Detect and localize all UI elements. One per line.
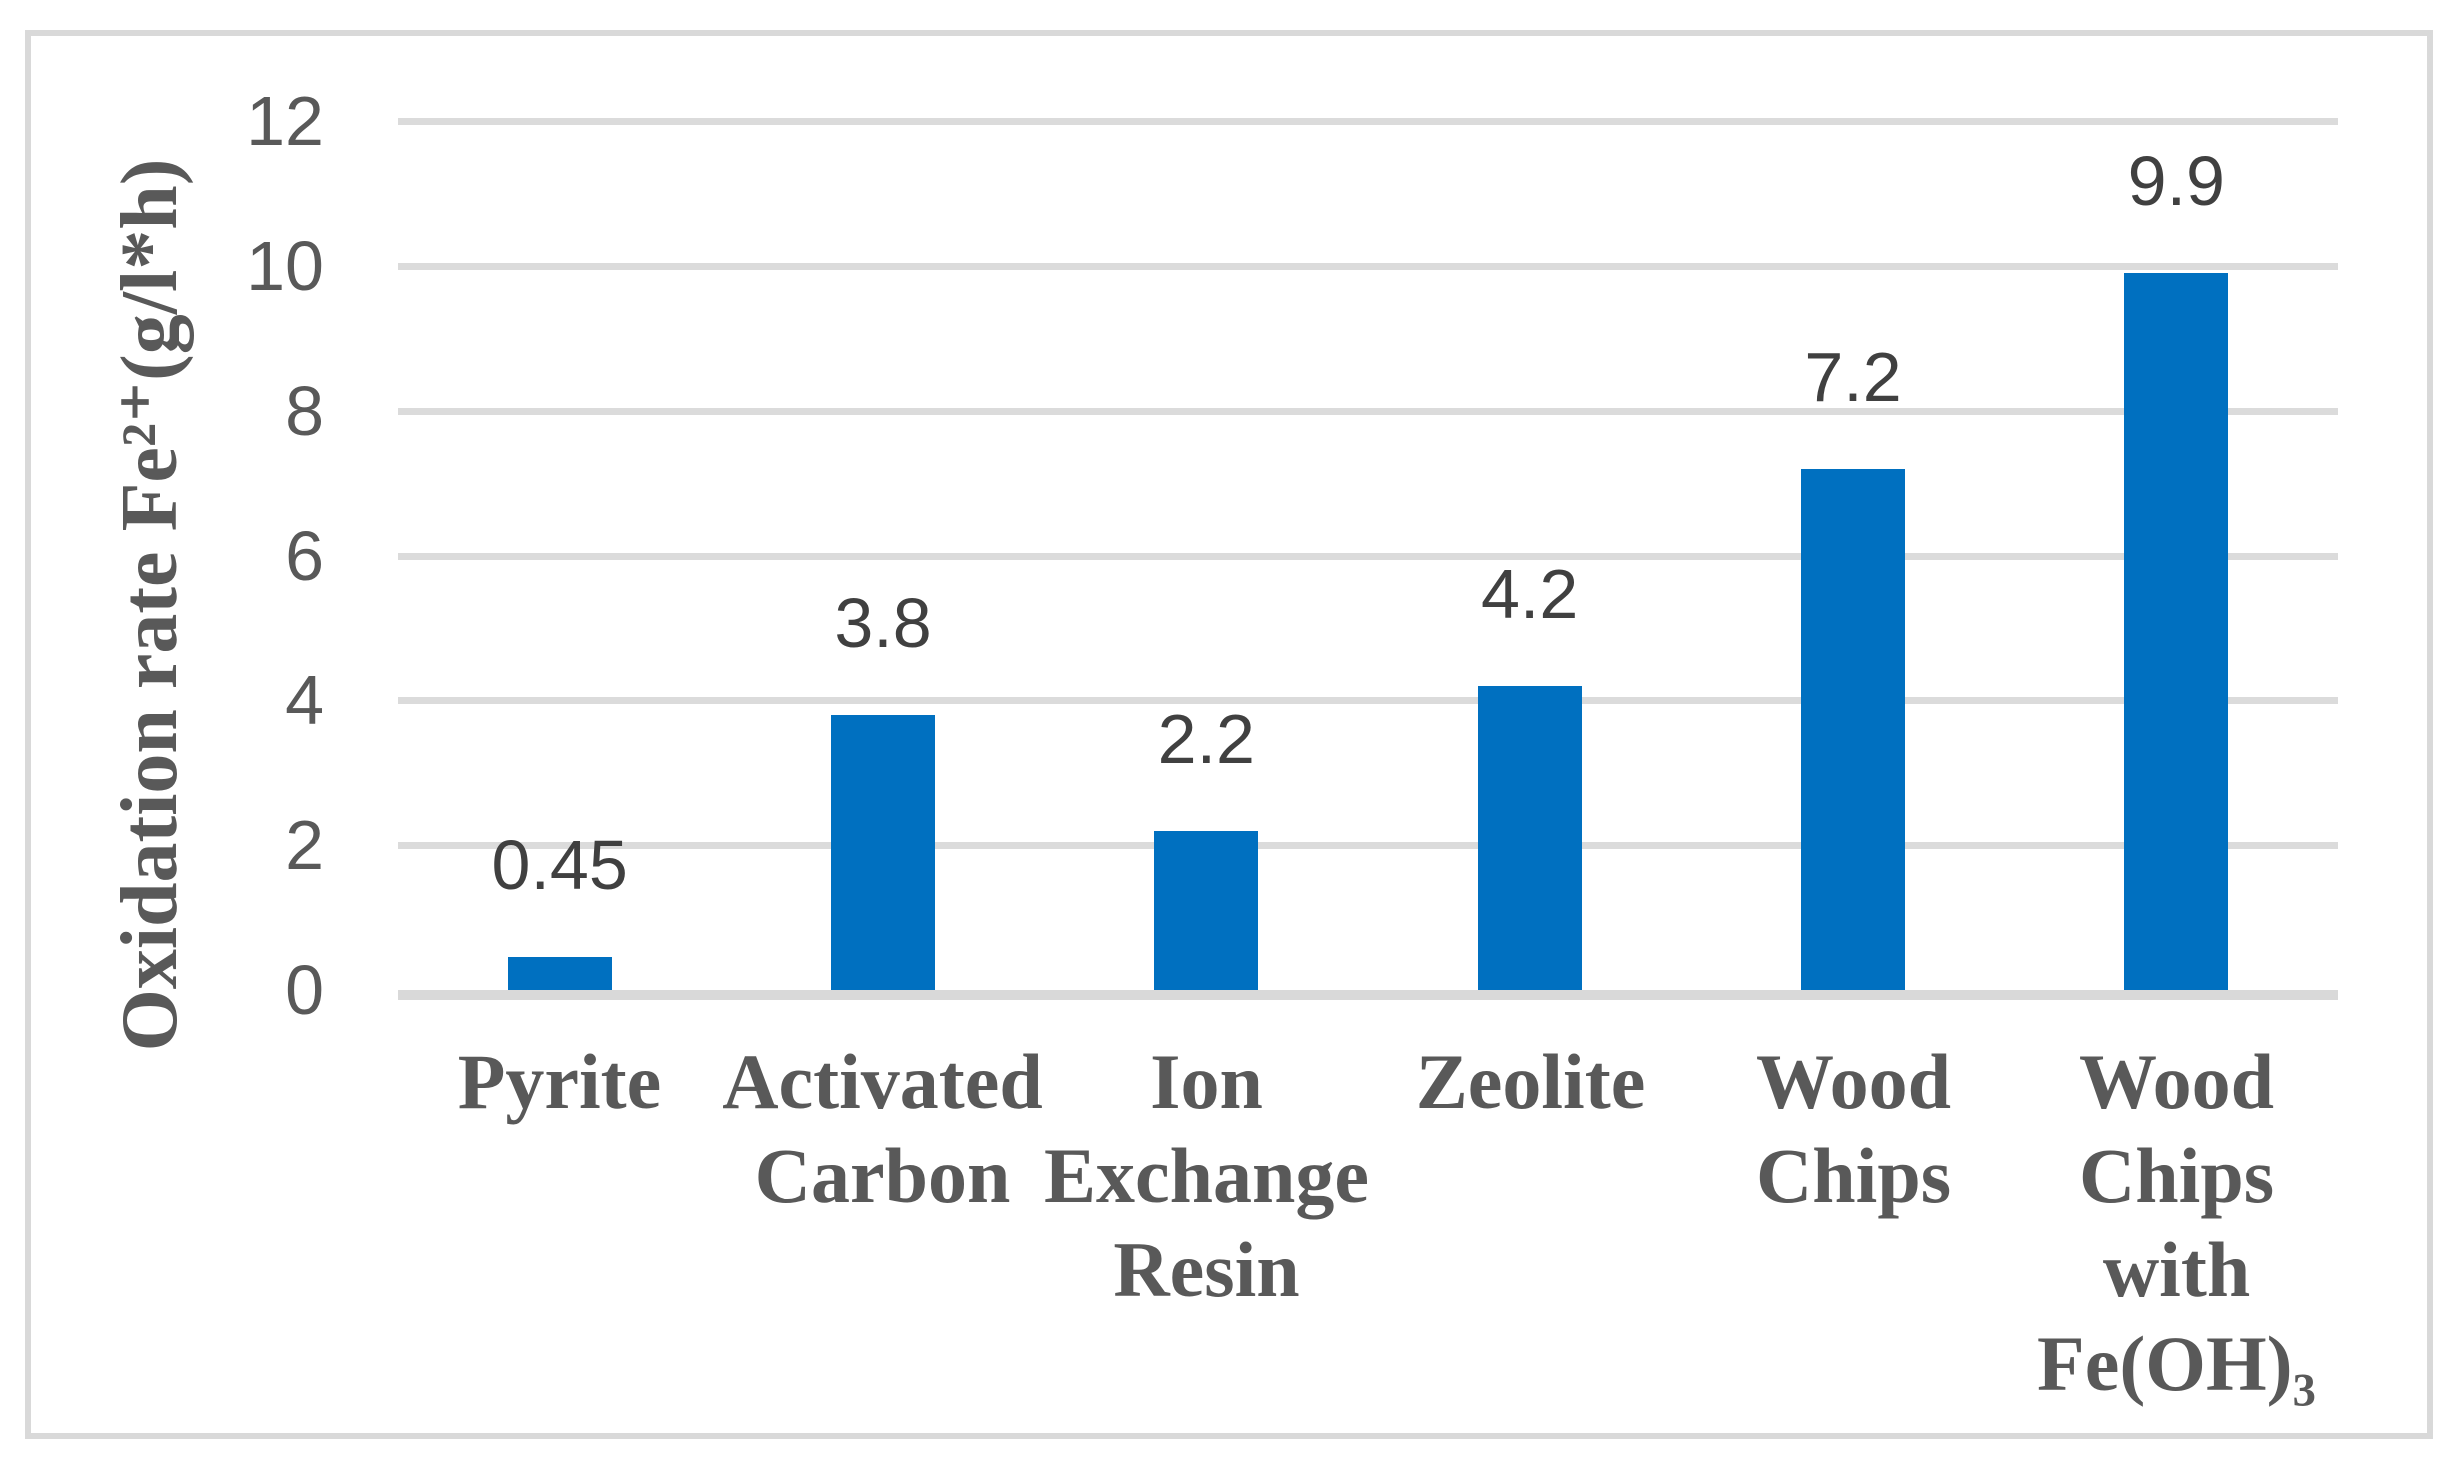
gridline — [398, 262, 2338, 270]
category-label: Ion Exchange Resin — [1044, 1038, 1370, 1313]
y-tick-label: 0 — [285, 951, 324, 1029]
data-label: 0.45 — [491, 826, 628, 905]
category-label: Wood Chips with Fe(OH)₃ — [2037, 1038, 2316, 1407]
y-tick-label: 2 — [285, 806, 324, 885]
y-tick-label: 4 — [285, 661, 324, 740]
category-label: Wood Chips — [1755, 1038, 1952, 1219]
category-label: Zeolite — [1415, 1038, 1646, 1125]
gridline — [398, 552, 2338, 560]
data-label: 7.2 — [1804, 337, 1902, 416]
y-tick-label: 12 — [246, 82, 324, 160]
y-tick-label: 6 — [285, 516, 324, 595]
category-label: Pyrite — [457, 1038, 662, 1125]
bar-activated-carbon — [831, 714, 935, 990]
bar-pyrite — [507, 957, 612, 990]
x-axis-line — [398, 990, 2338, 1000]
data-label: 9.9 — [2127, 142, 2225, 221]
bar-zeolite — [1477, 685, 1582, 990]
data-label: 4.2 — [1481, 554, 1579, 633]
x-axis-category-labels: Pyrite Activated Carbon Ion Exchange Resin… — [398, 1035, 2338, 1411]
y-tick-label: 8 — [285, 371, 324, 450]
plot-area: 0.45 3.8 2.2 4.2 7.2 9.9 — [398, 118, 2338, 1000]
data-label: 2.2 — [1157, 699, 1255, 778]
bar-wood-chips-with-fe-oh- — [2124, 273, 2229, 990]
data-label: 3.8 — [834, 583, 932, 662]
bar-ion-exchange-resin — [1154, 830, 1259, 990]
gridline — [398, 118, 2338, 125]
gridline — [398, 407, 2338, 415]
bar-wood-chips — [1801, 468, 1905, 990]
y-tick-label: 10 — [246, 226, 324, 305]
category-label: Activated Carbon — [722, 1038, 1043, 1219]
gridline — [398, 842, 2338, 850]
gridline — [398, 697, 2338, 705]
